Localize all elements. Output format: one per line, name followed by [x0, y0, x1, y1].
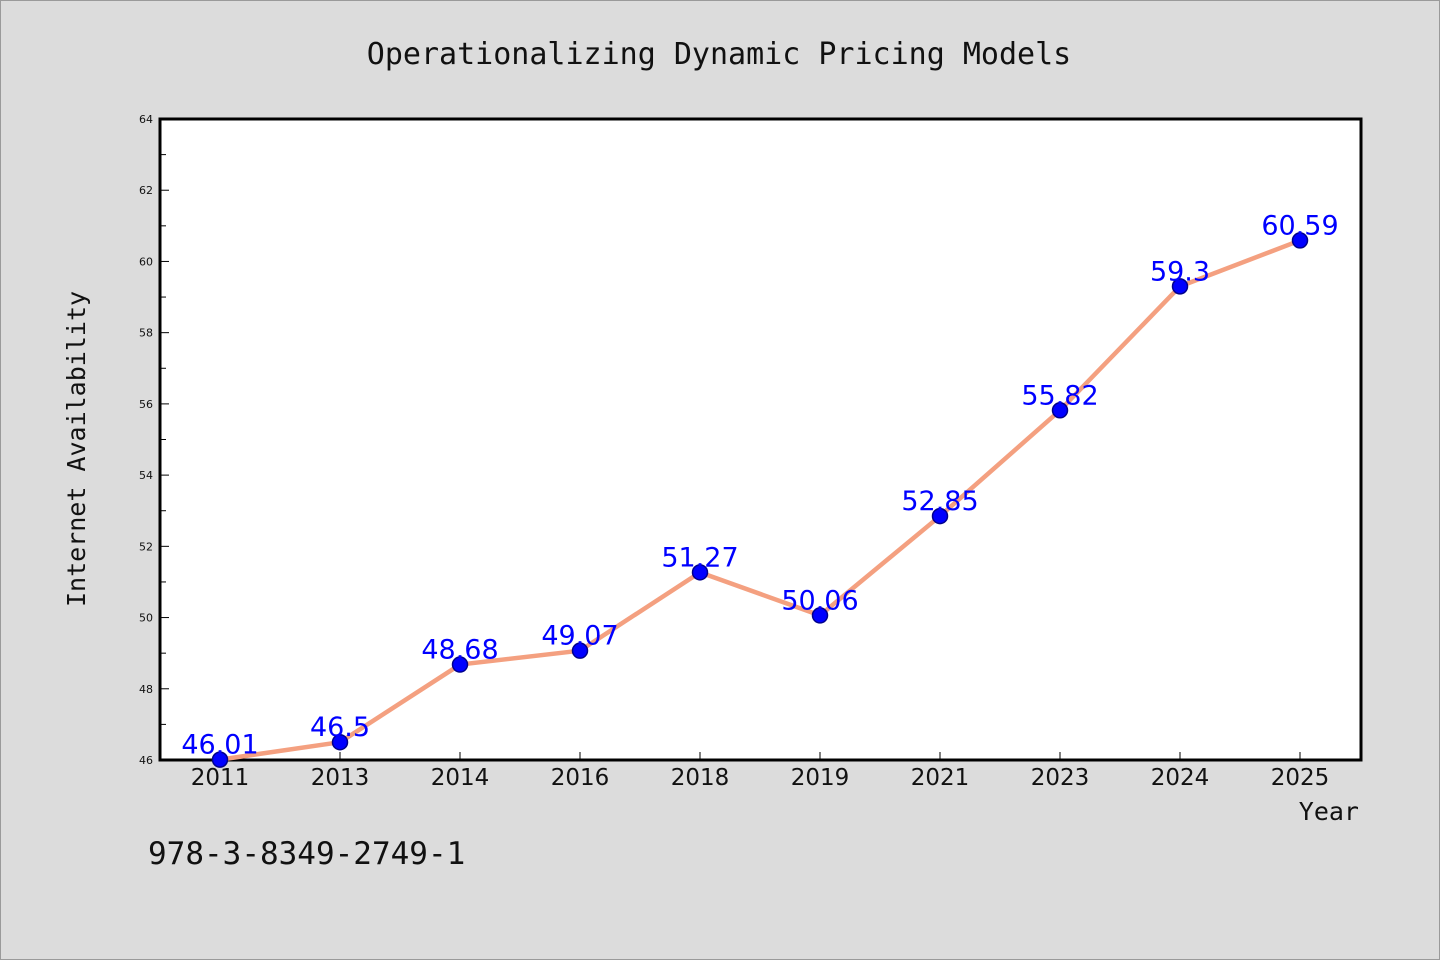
data-point [211, 751, 229, 768]
y-tick-label: 54 [139, 469, 153, 482]
data-label: 55.82 [1021, 380, 1098, 411]
data-label: 50.06 [781, 585, 858, 616]
x-tick-label: 2013 [311, 765, 370, 791]
data-labels: 46.01 46.5 48.68 49.07 51.27 50.06 52.85 55.82 5… [181, 210, 1338, 760]
data-label: 46.5 [310, 712, 370, 743]
x-tick-label: 2024 [1151, 765, 1210, 791]
plot-area [158, 117, 1363, 762]
y-axis-label: Internet Availability [62, 291, 91, 607]
x-tick-label: 2021 [911, 765, 970, 791]
series-line [217, 238, 1303, 762]
x-tick-label: 2019 [791, 765, 850, 791]
x-axis: 2011 2013 2014 2016 2018 2019 2021 2023 2024 2025 [191, 752, 1330, 791]
y-tick-label: 46 [139, 754, 153, 767]
data-point [1051, 402, 1069, 419]
chart-title: Operationalizing Dynamic Pricing Models [367, 37, 1071, 72]
data-point [451, 656, 469, 673]
data-label: 60.59 [1261, 210, 1338, 241]
y-tick-label: 52 [139, 540, 153, 553]
data-label: 52.85 [901, 486, 978, 517]
data-point [331, 733, 349, 751]
y-tick-label: 48 [139, 683, 153, 696]
series-layer [211, 232, 1309, 768]
x-tick-label: 2023 [1031, 765, 1090, 791]
y-axis: 46 48 50 52 54 56 58 60 62 64 [139, 113, 169, 767]
y-tick-label: 56 [139, 398, 153, 411]
x-tick-label: 2016 [551, 765, 610, 791]
data-point [1291, 232, 1309, 249]
data-point [931, 507, 949, 525]
data-label: 48.68 [421, 635, 498, 666]
x-axis-label: Year [1299, 797, 1359, 826]
x-tick-label: 2025 [1271, 765, 1330, 791]
y-tick-label: 50 [139, 612, 153, 625]
x-tick-label: 2018 [671, 765, 730, 791]
data-point [1171, 278, 1189, 295]
data-label: 46.01 [181, 730, 258, 761]
y-tick-label: 58 [139, 327, 153, 340]
x-tick-label: 2014 [431, 765, 490, 791]
x-tick-label: 2011 [191, 765, 250, 791]
y-tick-label: 62 [139, 184, 153, 197]
data-point [571, 642, 589, 659]
y-tick-label: 60 [139, 255, 153, 268]
data-label: 51.27 [661, 542, 738, 573]
isbn-footnote: 978-3-8349-2749-1 [148, 836, 465, 872]
data-point [691, 564, 709, 581]
data-point [811, 607, 829, 624]
data-label: 49.07 [541, 621, 618, 652]
y-tick-label: 64 [139, 113, 153, 126]
data-label: 59.3 [1150, 256, 1210, 287]
